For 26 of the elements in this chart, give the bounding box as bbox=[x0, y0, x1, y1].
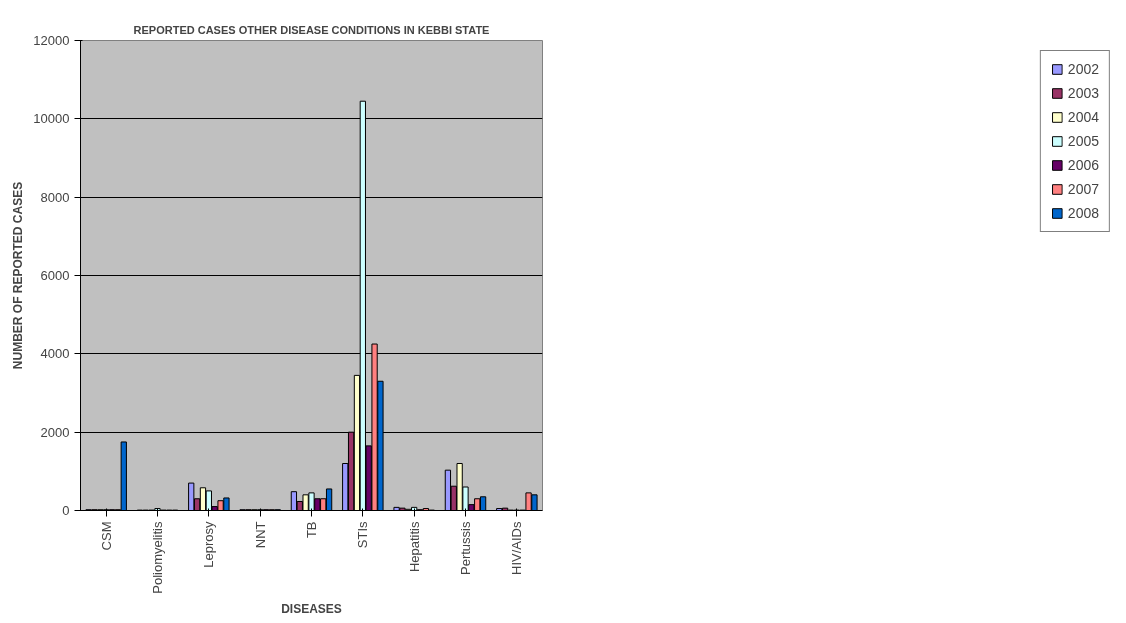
legend-label: 2007 bbox=[1067, 181, 1099, 197]
x-tick-label: Hepatitis bbox=[406, 521, 422, 573]
y-tick-label: 6000 bbox=[40, 268, 70, 283]
x-tick-label: HIV/AIDs bbox=[509, 521, 525, 575]
legend-label: 2003 bbox=[1067, 85, 1099, 101]
x-tick-label: Poliomyelitis bbox=[150, 521, 165, 594]
legend-label: 2006 bbox=[1067, 157, 1099, 173]
y-tick-label: 8000 bbox=[40, 189, 70, 205]
y-tick-label: 2000 bbox=[40, 424, 70, 440]
x-axis-title: DISEASES bbox=[281, 601, 342, 616]
legend-label: 2005 bbox=[1067, 133, 1099, 149]
x-tick-label: Pertussis bbox=[458, 521, 473, 575]
y-tick-label: 12000 bbox=[33, 33, 70, 48]
x-tick-label: CSM bbox=[98, 521, 114, 551]
x-tick-label: STIs bbox=[355, 521, 371, 549]
legend-label: 2004 bbox=[1067, 109, 1099, 125]
x-tick-label: Leprosy bbox=[201, 521, 217, 568]
x-tick-label: TB bbox=[304, 521, 319, 539]
y-tick-label: 0 bbox=[62, 503, 70, 518]
legend-label: 2002 bbox=[1067, 61, 1099, 77]
y-tick-label: 10000 bbox=[33, 111, 70, 127]
chart-title: REPORTED CASES OTHER DISEASE CONDITIONS IN KEBBI STATE bbox=[133, 23, 490, 36]
legend-label: 2008 bbox=[1067, 205, 1099, 221]
x-tick-label: NNT bbox=[252, 521, 268, 549]
y-axis-title: NUMBER OF REPORTED CASES bbox=[11, 181, 26, 370]
y-tick-label: 4000 bbox=[40, 346, 70, 362]
